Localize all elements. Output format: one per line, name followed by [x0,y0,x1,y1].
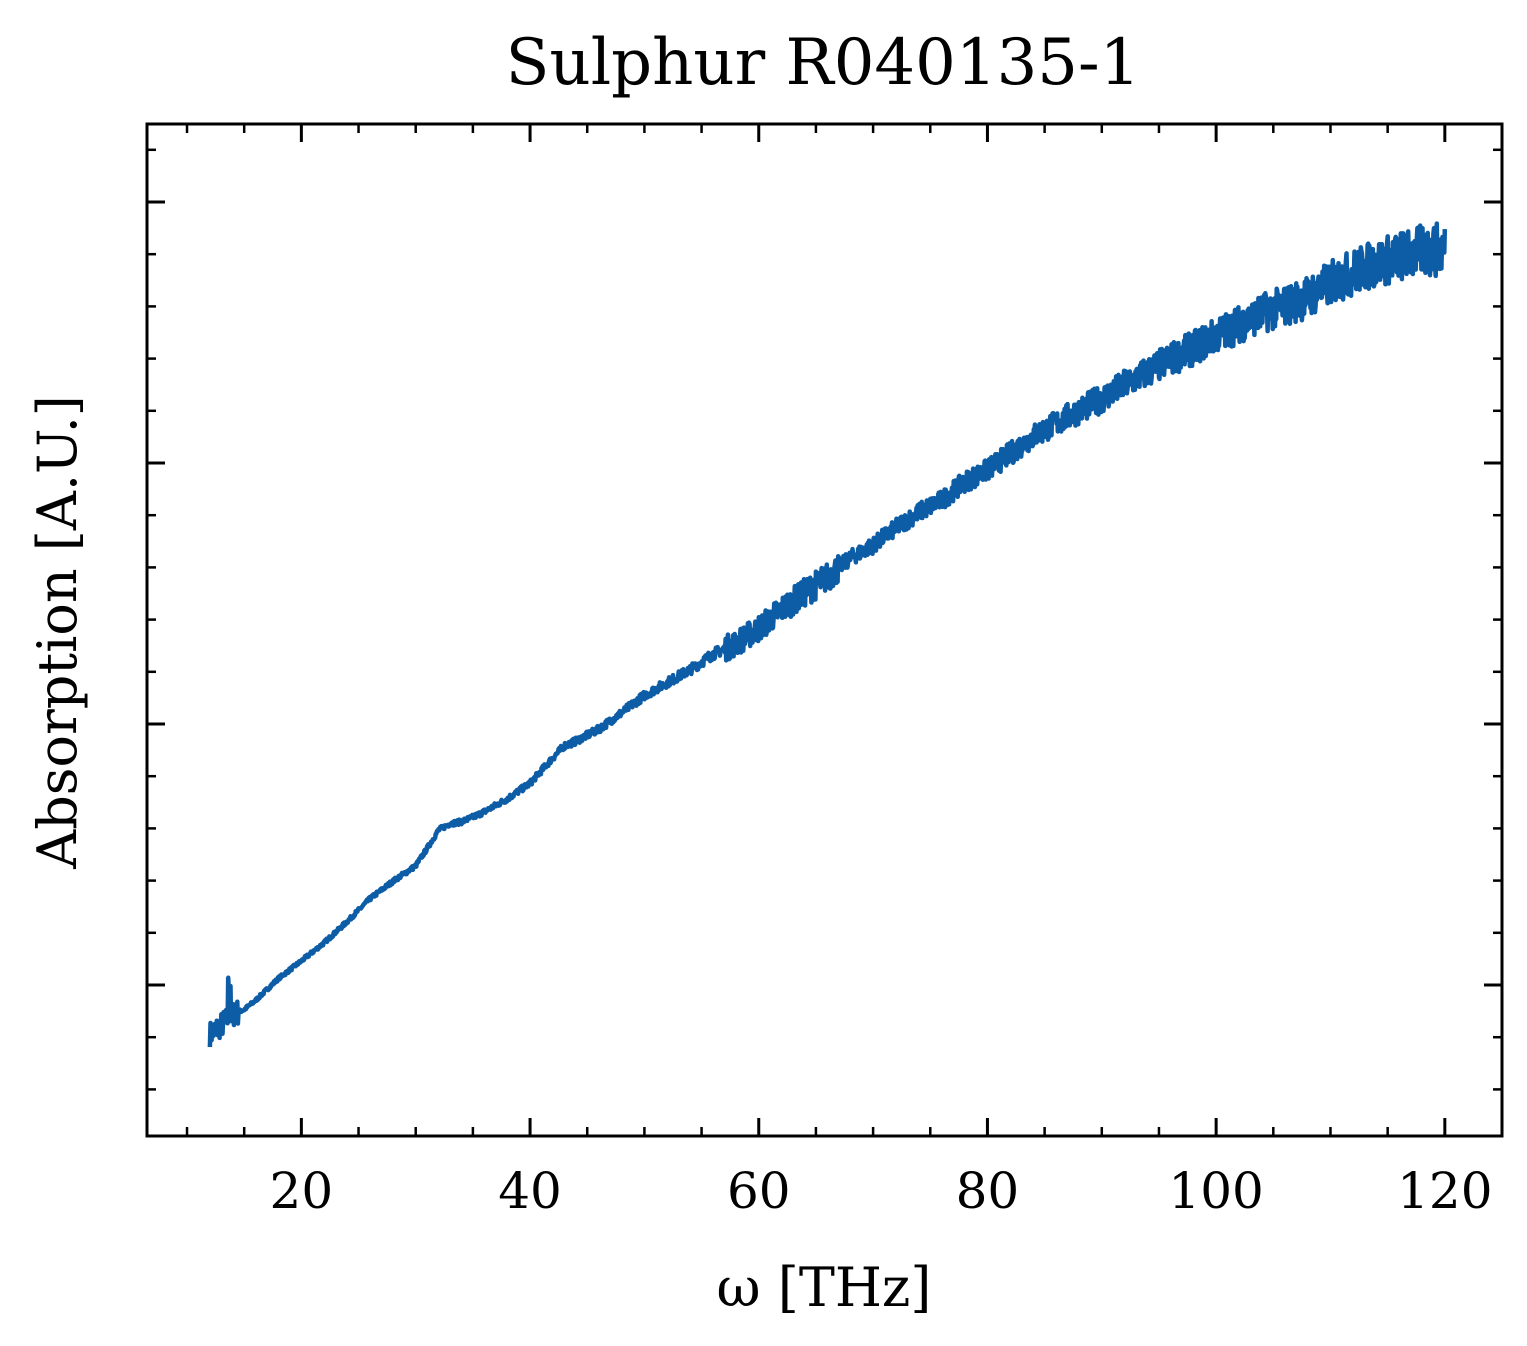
plot-area [207,221,1448,1048]
y-axis-label: Absorption [A.U.] [26,395,89,870]
x-axis: 20 40 60 80 100 120 [185,124,1493,1220]
x-tick-label: 20 [270,1162,334,1220]
x-tick-label: 80 [956,1162,1020,1220]
series-line [207,221,1448,1048]
y-axis [147,148,1502,1091]
x-tick-label: 60 [727,1162,791,1220]
plot-frame [145,122,1504,1138]
x-tick-label: 40 [498,1162,562,1220]
chart-title: Sulphur R040135-1 [506,26,1141,100]
x-tick-label: 120 [1397,1162,1492,1220]
x-tick-label: 100 [1168,1162,1263,1220]
x-axis-label: ω [THz] [717,1256,932,1319]
